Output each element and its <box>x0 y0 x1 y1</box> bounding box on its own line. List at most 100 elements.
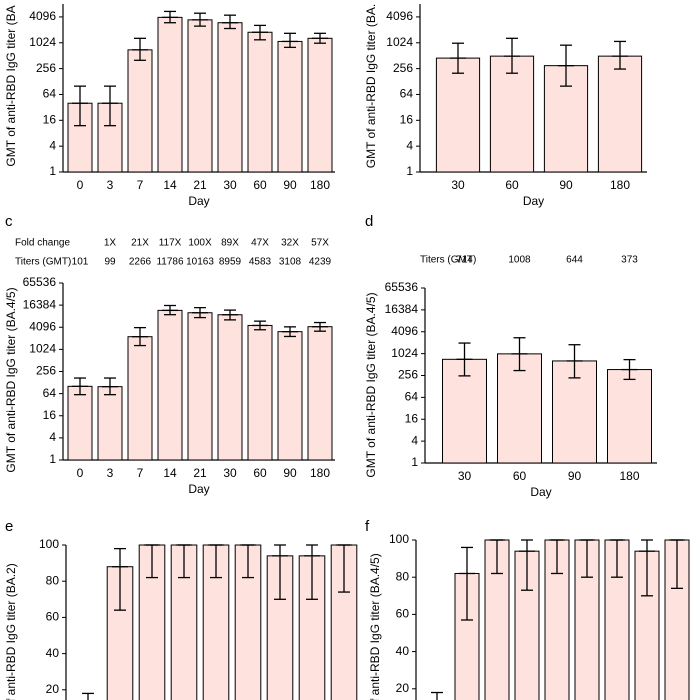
x-tick-label: 21 <box>193 466 207 480</box>
fold-change: 117X <box>159 238 182 249</box>
x-tick-label: 14 <box>163 178 177 192</box>
bar <box>97 386 123 461</box>
x-tick-label: 0 <box>77 178 84 192</box>
y-tick-label: 256 <box>393 61 413 75</box>
y-tick-label: 64 <box>43 87 57 101</box>
x-tick-label: 90 <box>283 178 297 192</box>
fold-change: 89X <box>221 238 239 249</box>
x-tick-label: 14 <box>163 466 177 480</box>
y-axis-label: f anti-RBD IgG titer (BA.4/5) <box>368 553 382 700</box>
titer-value: 4239 <box>309 257 332 268</box>
y-tick-label: 1024 <box>391 346 418 360</box>
y-tick-label: 20 <box>396 681 410 695</box>
x-tick-label: 180 <box>310 466 330 480</box>
x-tick-label: 3 <box>107 466 114 480</box>
bar <box>307 37 333 173</box>
y-axis-label: GMT of anti-RBD IgG titer (BA. <box>364 4 378 168</box>
y-tick-label: 256 <box>36 61 56 75</box>
bar <box>187 312 213 461</box>
x-axis-label: Day <box>530 485 551 499</box>
y-tick-label: 80 <box>46 573 60 587</box>
y-tick-label: 16 <box>405 411 419 425</box>
titer-value: 373 <box>621 255 638 266</box>
y-tick-label: 1024 <box>29 35 56 49</box>
y-tick-label: 4096 <box>29 9 56 23</box>
y-tick-label: 64 <box>43 386 57 400</box>
bar <box>597 55 643 173</box>
titer-value: 2266 <box>129 257 152 268</box>
y-tick-label: 1 <box>49 164 56 178</box>
x-tick-label: 7 <box>137 466 144 480</box>
bar <box>607 369 652 464</box>
x-tick-label: 90 <box>568 469 582 483</box>
y-tick-label: 16384 <box>23 297 57 311</box>
fold-change: 1X <box>104 238 117 249</box>
y-tick-label: 64 <box>400 87 414 101</box>
y-axis-label: GMT of anti-RBD IgG titer (BA.4/5) <box>364 292 378 477</box>
bar <box>217 314 243 461</box>
y-tick-label: 4096 <box>386 9 413 23</box>
bar <box>127 336 153 461</box>
titer-value: 8959 <box>219 257 242 268</box>
x-tick-label: 180 <box>610 178 630 192</box>
fold-change: 57X <box>311 238 329 249</box>
y-tick-label: 1 <box>411 455 418 469</box>
y-tick-label: 65536 <box>385 280 419 294</box>
x-tick-label: 60 <box>505 178 519 192</box>
x-tick-label: 60 <box>253 466 267 480</box>
y-axis-label: GMT of anti-RBD IgG titer (BA <box>4 5 18 166</box>
y-tick-label: 1024 <box>386 35 413 49</box>
titer-value: 10163 <box>186 257 214 268</box>
y-axis-label: GMT of anti-RBD IgG titer (BA.4/5) <box>4 287 18 472</box>
x-tick-label: 30 <box>458 469 472 483</box>
bar <box>97 102 123 173</box>
y-tick-label: 20 <box>46 682 60 696</box>
y-tick-label: 80 <box>396 569 410 583</box>
fold-change: 100X <box>188 238 212 249</box>
x-tick-label: 30 <box>223 178 237 192</box>
fold-change: 47X <box>251 238 269 249</box>
bar <box>489 55 535 173</box>
panel-letter: d <box>365 213 373 230</box>
x-tick-label: 30 <box>451 178 465 192</box>
x-tick-label: 180 <box>310 178 330 192</box>
y-tick-label: 256 <box>36 364 56 378</box>
y-tick-label: 4096 <box>29 319 56 333</box>
bar <box>187 19 213 173</box>
y-tick-label: 40 <box>396 644 410 658</box>
y-tick-label: 16 <box>43 408 57 422</box>
x-tick-label: 90 <box>559 178 573 192</box>
x-tick-label: 0 <box>77 466 84 480</box>
bar <box>277 40 303 173</box>
bar <box>127 49 153 173</box>
bar <box>247 31 273 173</box>
x-tick-label: 90 <box>283 466 297 480</box>
y-tick-label: 65536 <box>23 275 57 289</box>
titer-label: Titers (GMT) <box>420 255 476 266</box>
y-tick-label: 100 <box>389 532 409 546</box>
panel-letter: f <box>365 518 370 535</box>
x-tick-label: 60 <box>513 469 527 483</box>
x-tick-label: 3 <box>107 178 114 192</box>
x-tick-label: 21 <box>193 178 207 192</box>
bar <box>217 22 243 173</box>
bar <box>157 309 183 461</box>
titer-value: 3108 <box>279 257 302 268</box>
x-axis-label: Day <box>523 194 544 208</box>
y-tick-label: 4 <box>49 430 56 444</box>
titer-value: 4583 <box>249 257 272 268</box>
fold-change: 21X <box>131 238 149 249</box>
y-tick-label: 64 <box>405 390 419 404</box>
fold-change: 32X <box>281 238 299 249</box>
bar <box>435 57 481 173</box>
y-tick-label: 1 <box>406 164 413 178</box>
y-tick-label: 100 <box>39 537 59 551</box>
titer-value: 714 <box>456 255 473 266</box>
y-tick-label: 4 <box>411 433 418 447</box>
titer-value: 644 <box>566 255 583 266</box>
fold-change-label: Fold change <box>15 238 70 249</box>
bar <box>67 385 93 461</box>
y-tick-label: 4 <box>406 138 413 152</box>
y-tick-label: 4 <box>49 138 56 152</box>
